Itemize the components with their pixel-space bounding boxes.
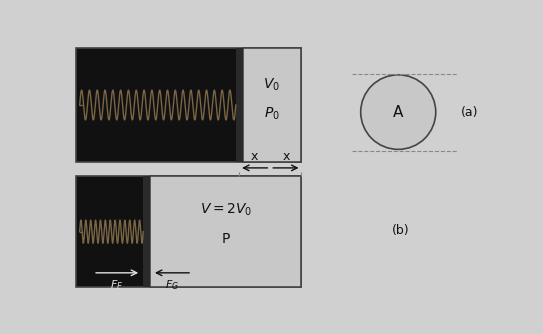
Text: A: A	[393, 105, 403, 120]
Bar	[243, 48, 301, 162]
Text: $F_E$: $F_E$	[110, 279, 124, 292]
Bar	[236, 48, 243, 162]
Ellipse shape	[361, 75, 435, 149]
Bar	[76, 176, 301, 287]
Bar	[150, 176, 301, 287]
Bar	[76, 48, 301, 162]
Text: (a): (a)	[462, 106, 479, 119]
Bar	[143, 176, 150, 287]
Text: $V_0$: $V_0$	[263, 76, 281, 93]
Text: (b): (b)	[392, 224, 409, 237]
Text: $V = 2V_0$: $V = 2V_0$	[199, 201, 252, 218]
Text: x: x	[251, 150, 258, 163]
Text: P: P	[222, 232, 230, 246]
Text: $P_0$: $P_0$	[264, 106, 280, 122]
Text: x: x	[282, 150, 289, 163]
Text: $F_G$: $F_G$	[165, 279, 179, 292]
